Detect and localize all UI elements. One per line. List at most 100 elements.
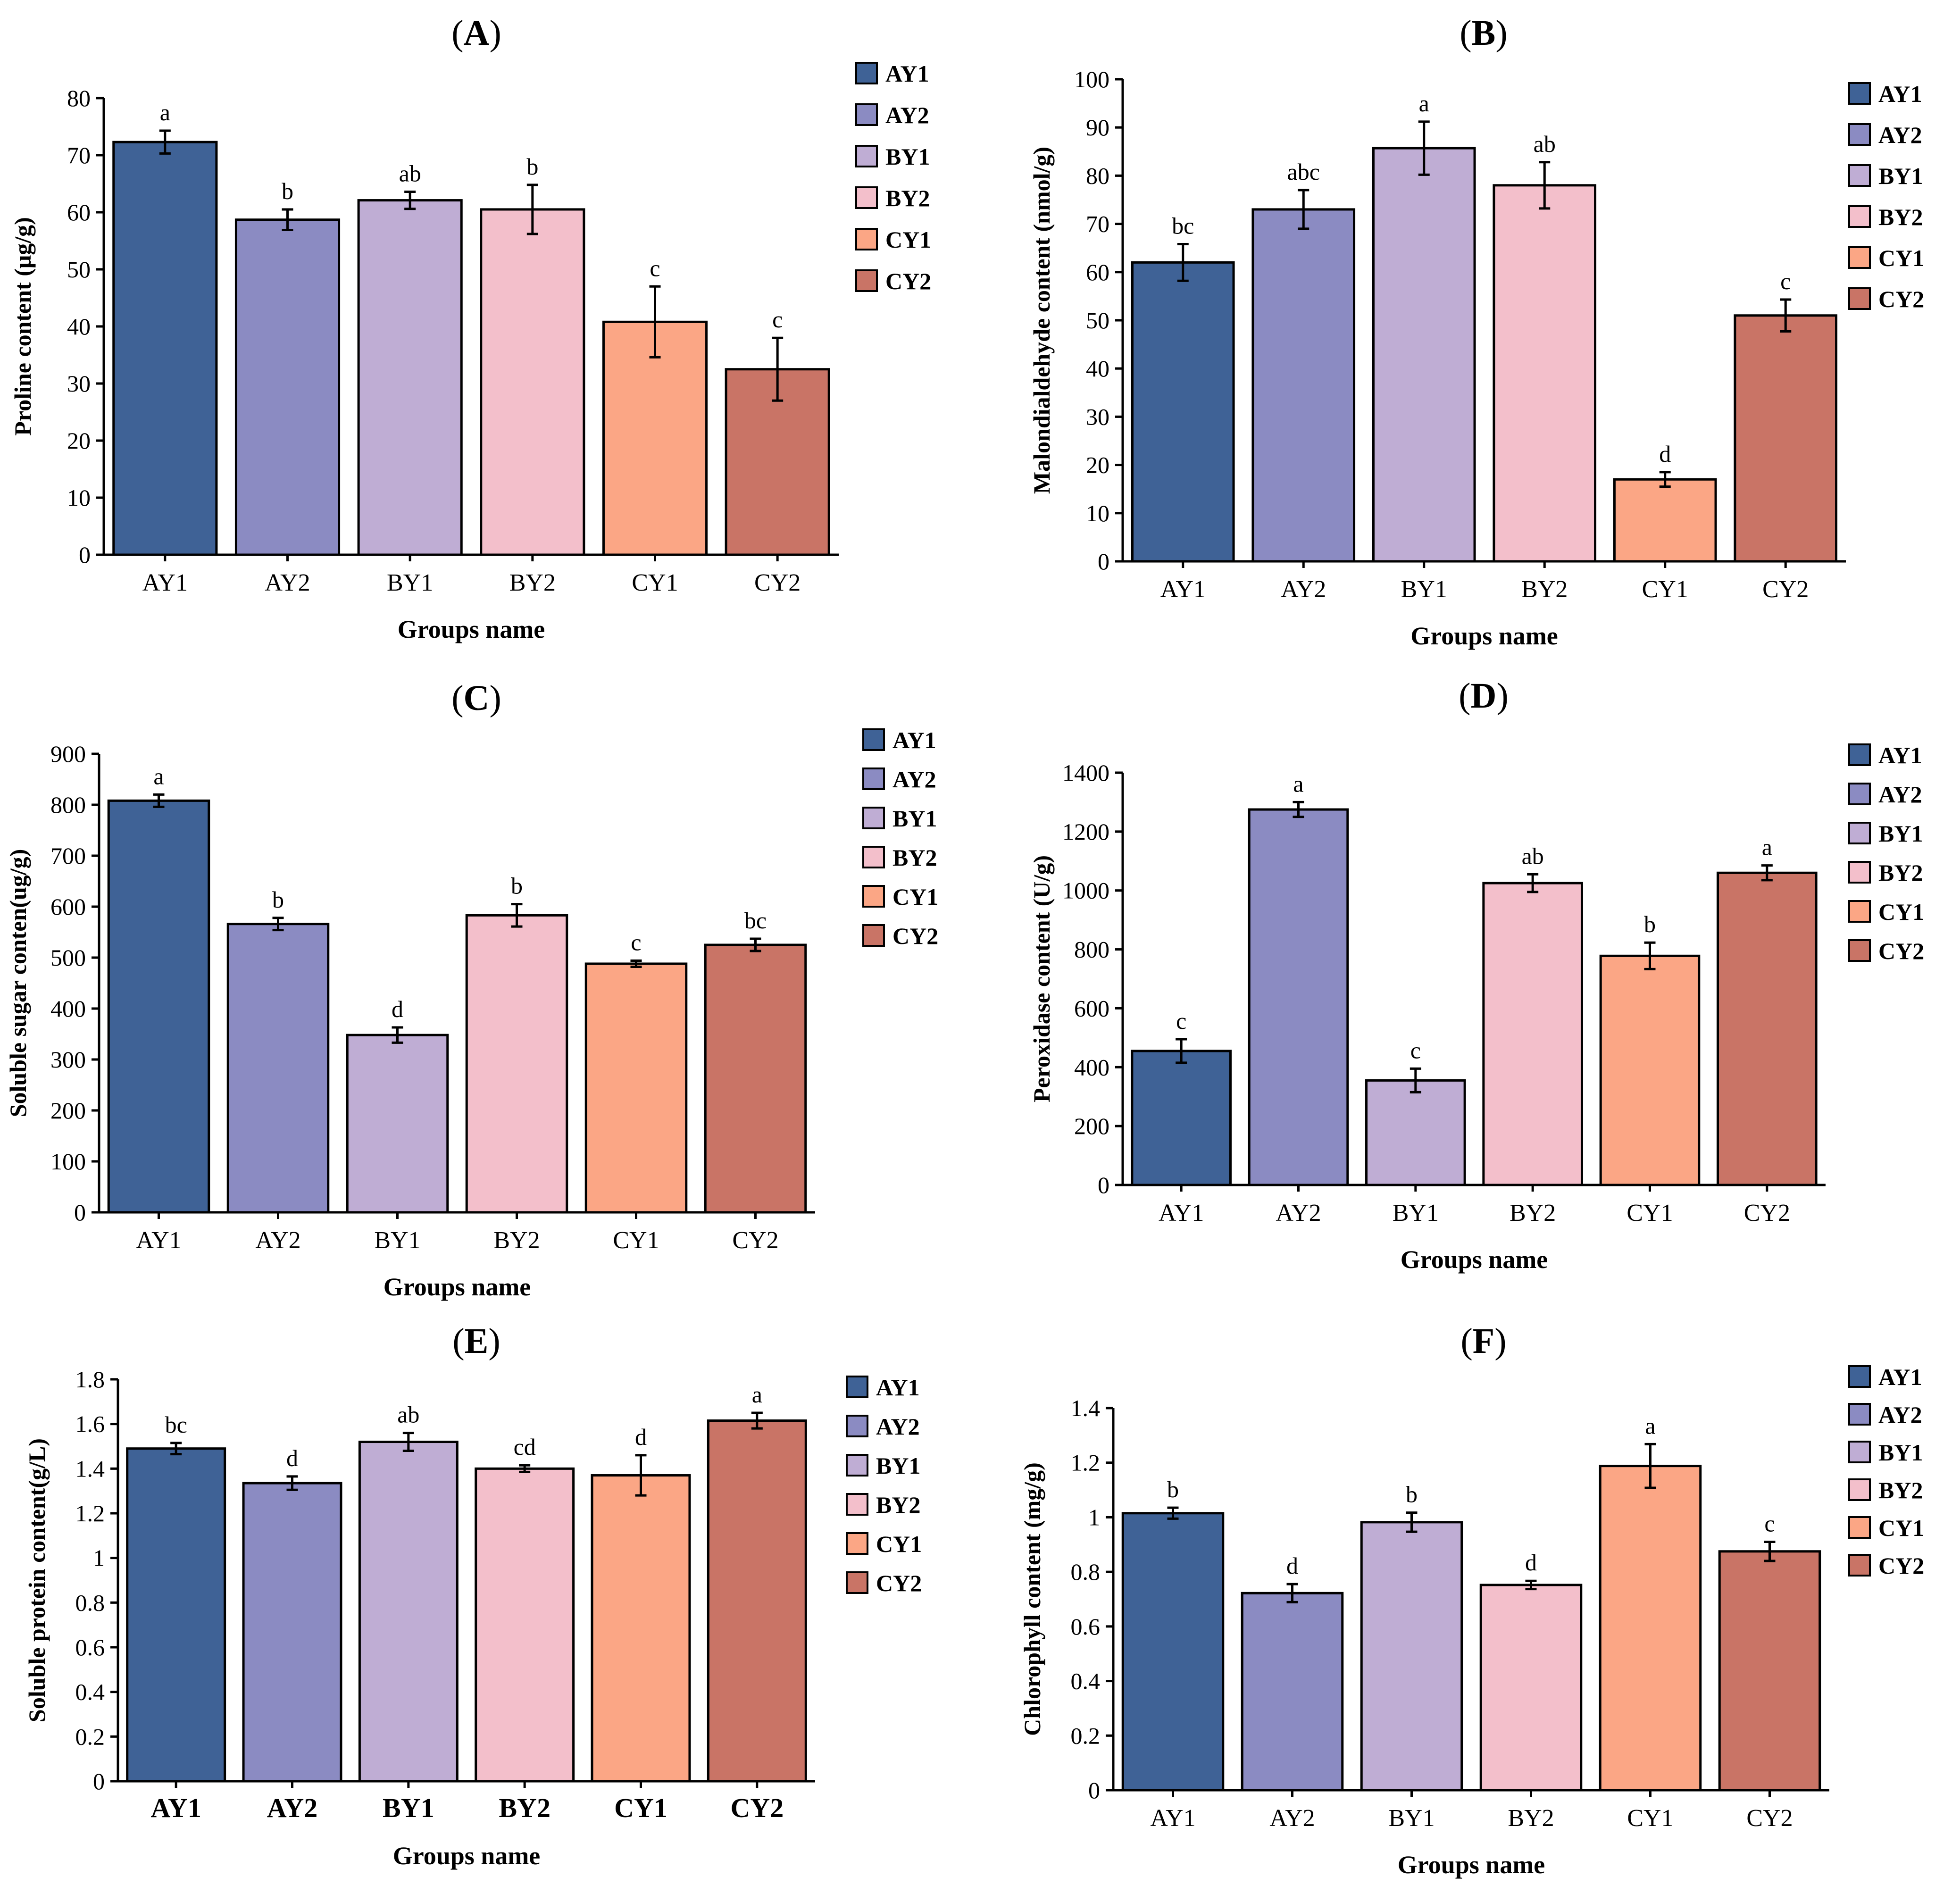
significance-letter: bc (1172, 213, 1194, 239)
x-tick-label: AY2 (267, 1793, 317, 1823)
error-bar (526, 184, 538, 235)
error-bar (1177, 243, 1189, 282)
panel-title-close: ) (1496, 676, 1508, 716)
bar-by1 (1372, 147, 1476, 563)
error-bar (286, 1475, 298, 1491)
significance-letter: a (1645, 1412, 1655, 1439)
bar-by2 (1493, 184, 1597, 563)
error-bar (1539, 161, 1551, 210)
x-tick-label: BY1 (387, 569, 433, 596)
x-tick-label: AY1 (150, 1793, 201, 1823)
legend-swatch-cy2 (1848, 1554, 1871, 1577)
significance-letter: ab (399, 160, 421, 186)
significance-letter: c (1410, 1037, 1421, 1063)
bar-by2 (475, 1467, 575, 1783)
bar-by2 (465, 914, 568, 1214)
y-tick-label: 800 (50, 792, 86, 818)
y-tick-label: 600 (50, 893, 86, 920)
significance-letter: ab (397, 1401, 419, 1428)
y-tick-label: 0 (1098, 548, 1109, 575)
x-tick-label: CY1 (1626, 1200, 1673, 1226)
legend-label: CY2 (876, 1570, 922, 1596)
panel-title: (B) (1460, 13, 1507, 53)
error-bar (1293, 801, 1304, 818)
significance-letter: b (1644, 911, 1656, 937)
error-bar (519, 1464, 531, 1473)
legend-swatch-ay1 (1848, 743, 1871, 766)
x-tick-label: AY2 (1269, 1805, 1315, 1832)
panel-a: (A) a AY1 b AY2 ab BY1 b BY2 c CY1 c CY2 0 10 20 30 40 50 6… (9, 13, 931, 643)
x-tick-label: BY1 (1388, 1805, 1435, 1832)
legend: AY1 AY2 BY1 BY2 CY1 CY2 (846, 1374, 922, 1596)
error-bar (1410, 1067, 1421, 1093)
panel-title-letter: B (1472, 13, 1496, 53)
legend-label: CY1 (885, 226, 931, 253)
bar-by1 (1360, 1521, 1463, 1792)
y-tick-label: 0.6 (75, 1634, 105, 1660)
y-tick-label: 60 (1086, 259, 1109, 285)
significance-letter: cd (514, 1434, 536, 1460)
y-tick-label: 0.6 (1071, 1613, 1101, 1640)
significance-letter: b (282, 178, 293, 204)
significance-letter: d (1525, 1549, 1537, 1576)
y-tick-label: 400 (50, 995, 86, 1022)
legend-label: AY2 (1878, 781, 1922, 808)
legend-label: BY2 (885, 185, 930, 211)
significance-letter: a (1419, 90, 1429, 117)
significance-letter: ab (1522, 843, 1544, 869)
y-tick-label: 30 (1086, 403, 1109, 430)
y-tick-label: 80 (67, 85, 91, 111)
significance-letter: ab (1534, 131, 1556, 157)
y-tick-label: 0 (79, 542, 91, 568)
bar-cy1 (1599, 954, 1701, 1186)
panel-title-letter: E (465, 1321, 489, 1361)
panel-title: (D) (1459, 676, 1509, 716)
bar-by1 (1365, 1079, 1466, 1186)
panel-title: (C) (451, 678, 501, 718)
bar-ay1 (1131, 1050, 1232, 1186)
x-axis-label: Groups name (1401, 1245, 1548, 1274)
y-tick-label: 0 (1088, 1777, 1100, 1803)
y-tick-label: 0.4 (1071, 1668, 1101, 1694)
panel-title-open: ( (1460, 1321, 1472, 1361)
legend-swatch-ay2 (846, 1415, 868, 1437)
significance-letter: c (1176, 1008, 1186, 1034)
legend-label: BY2 (1878, 204, 1923, 230)
error-bar (1406, 1511, 1418, 1533)
y-tick-label: 10 (67, 484, 91, 511)
x-tick-label: AY2 (255, 1227, 300, 1254)
y-tick-label: 90 (1086, 114, 1109, 141)
y-tick-label: 1.2 (1071, 1450, 1101, 1476)
x-tick-label: AY2 (265, 569, 310, 596)
legend-swatch-by2 (1848, 1478, 1871, 1501)
bar-by1 (358, 1441, 459, 1783)
legend-swatch-by2 (862, 846, 885, 868)
x-axis-label: Groups name (393, 1842, 541, 1870)
y-axis-label: Soluble sugar conten(ug/g) (5, 849, 31, 1118)
x-tick-label: AY1 (1150, 1805, 1195, 1832)
significance-letter: d (392, 996, 403, 1022)
legend-swatch-cy1 (855, 228, 878, 250)
panel-title-open: ( (1459, 676, 1470, 716)
x-axis-label: Groups name (398, 615, 545, 643)
error-bar (635, 1454, 647, 1497)
x-tick-label: CY2 (1746, 1805, 1793, 1832)
legend-swatch-cy1 (1848, 900, 1871, 923)
significance-letter: b (1167, 1476, 1179, 1502)
significance-letter: b (1406, 1481, 1418, 1508)
legend-swatch-by1 (862, 807, 885, 829)
y-tick-label: 200 (50, 1097, 86, 1124)
legend-swatch-by2 (855, 186, 878, 209)
legend-label: BY1 (1878, 1439, 1923, 1466)
legend-label: BY1 (1878, 820, 1923, 847)
y-tick-label: 600 (1074, 995, 1109, 1021)
x-tick-label: CY1 (614, 1793, 667, 1823)
legend-swatch-ay2 (862, 767, 885, 790)
y-axis-label: Soluble protein content(g/L) (24, 1438, 50, 1722)
y-tick-label: 100 (1074, 66, 1109, 92)
x-tick-label: CY1 (613, 1227, 659, 1254)
x-tick-label: AY2 (1281, 576, 1326, 603)
panel-f: (F) b AY1 d AY2 b BY1 d BY2 a CY1 c CY2 0 0.2 0.4 0.6 0.8… (1019, 1321, 1924, 1879)
error-bar (1418, 120, 1430, 176)
panel-title-close: ) (489, 13, 501, 53)
